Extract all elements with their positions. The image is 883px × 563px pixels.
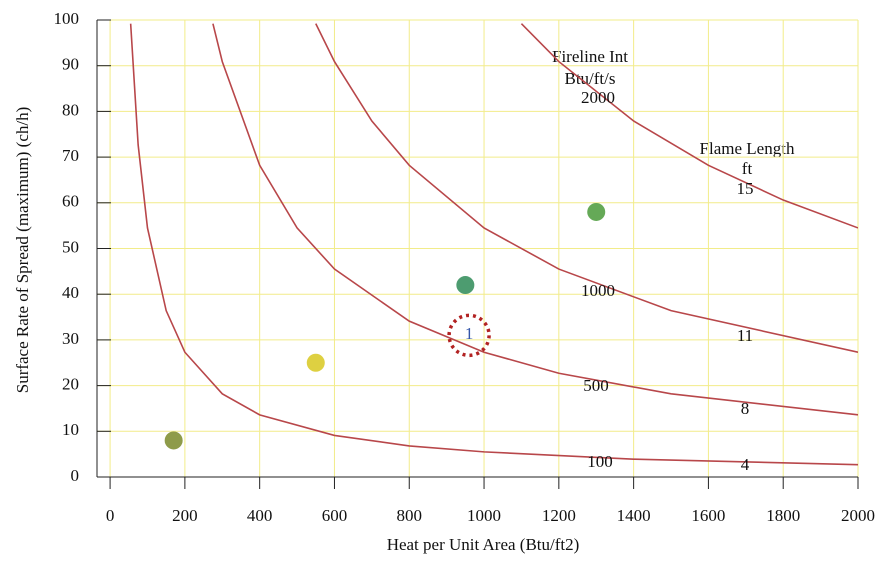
intensity-label: 2000 xyxy=(581,88,615,107)
x-tick-label: 200 xyxy=(172,506,198,525)
flame-label: 4 xyxy=(741,455,750,474)
y-tick-label: 20 xyxy=(62,375,79,394)
flame-label: 15 xyxy=(737,179,754,198)
y-tick-label: 40 xyxy=(62,283,79,302)
y-tick-label: 80 xyxy=(62,100,79,119)
x-tick-label: 1000 xyxy=(467,506,501,525)
icon xyxy=(456,276,474,294)
icon xyxy=(307,354,325,372)
x-tick-label: 800 xyxy=(397,506,423,525)
chart: Heat per Unit Area (Btu/ft2) Surface Rat… xyxy=(0,0,883,558)
y-tick-label: 100 xyxy=(54,9,80,28)
icon xyxy=(587,203,605,221)
icon xyxy=(165,431,183,449)
flame-units: ft xyxy=(742,159,753,178)
highlight-label: 1 xyxy=(465,324,474,343)
y-tick-label: 0 xyxy=(71,466,80,485)
y-tick-label: 90 xyxy=(62,55,79,74)
x-axis-title: Heat per Unit Area (Btu/ft2) xyxy=(387,535,580,554)
x-tick-label: 1400 xyxy=(617,506,651,525)
y-axis-title: Surface Rate of Spread (maximum) (ch/h) xyxy=(13,107,32,394)
intensity-label: 1000 xyxy=(581,281,615,300)
y-tick-label: 60 xyxy=(62,192,79,211)
intensity-label: 500 xyxy=(583,376,609,395)
y-tick-label: 30 xyxy=(62,329,79,348)
y-tick-label: 70 xyxy=(62,146,79,165)
flame-label: 8 xyxy=(741,399,750,418)
y-tick-label: 50 xyxy=(62,237,79,256)
flame-label: 11 xyxy=(737,326,753,345)
fireline-title: Fireline Int xyxy=(552,47,628,66)
flame-title: Flame Length xyxy=(700,139,795,158)
x-tick-label: 1200 xyxy=(542,506,576,525)
y-tick-label: 10 xyxy=(62,420,79,439)
x-tick-label: 1800 xyxy=(766,506,800,525)
x-tick-label: 1600 xyxy=(691,506,725,525)
x-tick-label: 600 xyxy=(322,506,348,525)
x-tick-label: 2000 xyxy=(841,506,875,525)
x-tick-label: 400 xyxy=(247,506,273,525)
intensity-label: 100 xyxy=(587,452,613,471)
x-tick-label: 0 xyxy=(106,506,115,525)
